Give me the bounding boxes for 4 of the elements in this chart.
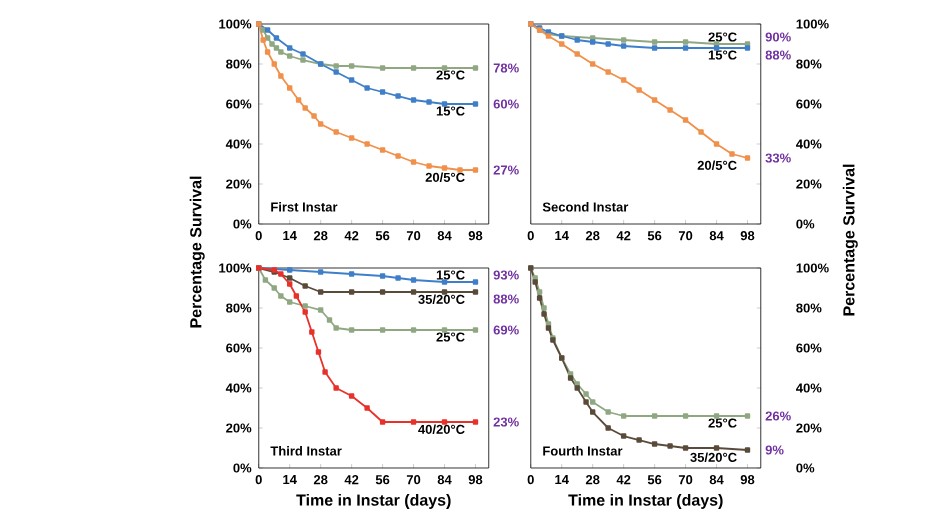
y-axis-title: Percentage Survival xyxy=(189,176,205,328)
x-axis-title: Time in Instar (days) xyxy=(568,493,723,509)
y-axis-title: Percentage Survival xyxy=(842,164,858,316)
x-axis-title: Time in Instar (days) xyxy=(296,493,451,509)
